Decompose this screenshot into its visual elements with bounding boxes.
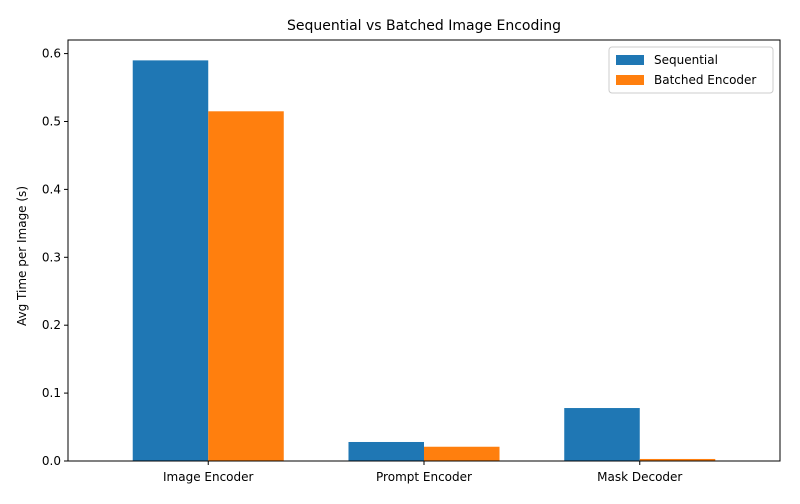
chart-title: Sequential vs Batched Image Encoding <box>287 18 561 34</box>
y-tick-label: 0.5 <box>42 114 61 128</box>
x-tick-label: Image Encoder <box>163 470 254 484</box>
plot-frame <box>67 39 781 462</box>
legend: Sequential Batched Encoder <box>608 46 774 94</box>
bars-layer <box>132 60 716 461</box>
bar-sequential-mask-decoder <box>564 408 640 461</box>
y-tick-label: 0.4 <box>42 182 61 196</box>
legend-swatch-batched-encoder <box>616 75 644 85</box>
x-tick-label: Mask Decoder <box>597 470 682 484</box>
y-axis-label: Avg Time per Image (s) <box>15 186 29 326</box>
bar-batched-encoder-image-encoder <box>208 111 284 461</box>
y-tick-label: 0.3 <box>42 250 61 264</box>
bar-batched-encoder-mask-decoder <box>639 458 716 461</box>
legend-label-sequential: Sequential <box>654 53 718 67</box>
x-tick-label: Prompt Encoder <box>376 470 472 484</box>
y-tick-label: 0.1 <box>42 386 61 400</box>
x-axis-ticks: Image Encoder Prompt Encoder Mask Decoder <box>163 461 682 484</box>
legend-swatch-sequential <box>616 55 644 65</box>
bar-sequential-image-encoder <box>132 60 209 461</box>
legend-label-batched-encoder: Batched Encoder <box>654 73 756 87</box>
y-tick-label: 0.0 <box>42 454 61 468</box>
bar-batched-encoder-prompt-encoder <box>424 446 500 461</box>
y-axis-ticks: 0.0 0.1 0.2 0.3 0.4 0.5 0.6 <box>42 47 68 468</box>
y-tick-label: 0.6 <box>42 47 61 61</box>
y-tick-label: 0.2 <box>42 318 61 332</box>
bar-sequential-prompt-encoder <box>348 441 424 461</box>
legend-box <box>608 46 774 94</box>
